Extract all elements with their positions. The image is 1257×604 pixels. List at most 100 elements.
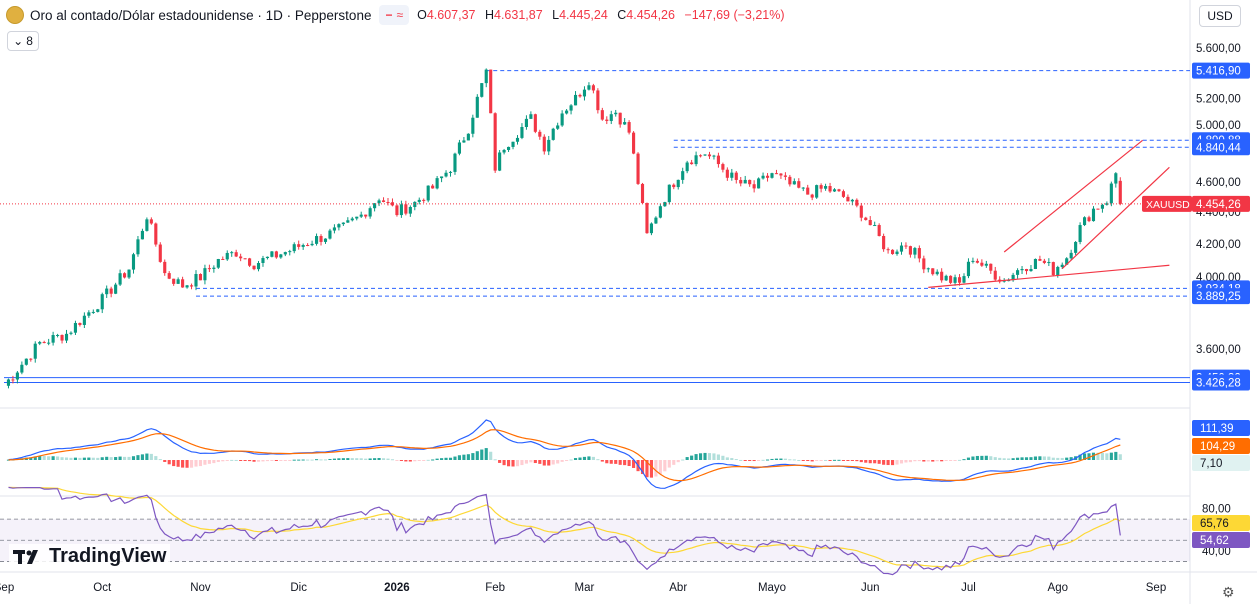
candle-body bbox=[399, 204, 403, 216]
svg-text:65,76: 65,76 bbox=[1200, 518, 1229, 530]
brand-name: TradingView bbox=[49, 545, 167, 567]
macd-hist-bar bbox=[426, 459, 430, 461]
macd-hist-bar bbox=[855, 460, 859, 462]
macd-hist-bar bbox=[261, 460, 265, 462]
macd-hist-bar bbox=[841, 460, 846, 461]
market-status-button[interactable]: − ≈ bbox=[379, 5, 410, 25]
gear-icon[interactable]: ⚙ bbox=[1222, 584, 1235, 600]
macd-hist-bar bbox=[1038, 456, 1042, 460]
macd-hist-bar bbox=[1024, 457, 1029, 460]
price-level-label: 3.426,28 bbox=[1192, 374, 1250, 391]
macd-hist-bar bbox=[980, 455, 984, 460]
macd-hist-bar bbox=[886, 460, 890, 466]
macd-hist-bar bbox=[904, 460, 908, 463]
macd-hist-bar bbox=[239, 460, 243, 461]
candle-body bbox=[993, 270, 997, 280]
candle-body bbox=[172, 278, 176, 284]
candle-body bbox=[1105, 203, 1109, 205]
candle-body bbox=[989, 263, 993, 271]
x-tick-label: 2026 bbox=[384, 582, 410, 594]
candle-body bbox=[216, 258, 220, 268]
macd-hist-bar bbox=[1016, 457, 1020, 460]
macd-line bbox=[8, 419, 1121, 489]
macd-hist-bar bbox=[158, 459, 162, 461]
candle-body bbox=[122, 273, 127, 278]
candle-body bbox=[96, 309, 100, 312]
candle-body bbox=[725, 169, 729, 178]
macd-hist-bar bbox=[712, 453, 716, 460]
macd-hist-bar bbox=[189, 460, 194, 468]
candle-body bbox=[565, 110, 569, 114]
candle-body bbox=[221, 258, 225, 260]
macd-hist-bar bbox=[386, 458, 390, 460]
macd-hist-bar bbox=[471, 453, 475, 460]
macd-hist-bar bbox=[42, 456, 46, 460]
macd-hist-bar bbox=[819, 460, 823, 461]
macd-hist-bar bbox=[779, 458, 783, 460]
candle-body bbox=[511, 141, 515, 147]
candle-body bbox=[328, 230, 332, 239]
candle-body bbox=[828, 186, 832, 192]
candle-body bbox=[381, 200, 386, 202]
candle-body bbox=[591, 85, 595, 91]
svg-text:4.454,26: 4.454,26 bbox=[1196, 199, 1241, 211]
candle-body bbox=[663, 202, 667, 207]
macd-hist-bar bbox=[1051, 457, 1055, 460]
macd-hist-bar bbox=[395, 460, 399, 461]
candle-body bbox=[248, 258, 252, 266]
macd-hist-bar bbox=[801, 460, 805, 461]
price-level-label: 3.889,25 bbox=[1192, 288, 1250, 305]
symbol-header: Oro al contado/Dólar estadounidense · 1D… bbox=[6, 4, 791, 26]
candle-body bbox=[163, 261, 167, 274]
tradingview-logo[interactable]: TradingView bbox=[9, 544, 171, 569]
currency-selector[interactable]: USD bbox=[1199, 5, 1241, 27]
macd-hist-bar bbox=[569, 459, 573, 461]
macd-hist-bar bbox=[649, 460, 654, 478]
macd-hist-bar bbox=[29, 457, 33, 460]
macd-hist-bar bbox=[846, 460, 850, 461]
candle-body bbox=[332, 227, 336, 231]
macd-hist-bar bbox=[328, 458, 332, 460]
macd-hist-bar bbox=[877, 460, 881, 464]
macd-hist-bar bbox=[288, 460, 292, 461]
candle-body bbox=[252, 265, 256, 270]
macd-hist-bar bbox=[373, 458, 377, 460]
macd-hist-bar bbox=[596, 459, 600, 461]
macd-hist-bar bbox=[283, 460, 287, 461]
candle-body bbox=[739, 179, 743, 184]
candle-body bbox=[261, 258, 265, 263]
candle-body bbox=[627, 122, 631, 133]
candle-body bbox=[752, 184, 756, 189]
candle-body bbox=[390, 202, 395, 206]
indicators-collapse-button[interactable]: ⌄ 8 bbox=[7, 31, 39, 51]
candle-body bbox=[748, 179, 752, 185]
macd-hist-bar bbox=[672, 460, 676, 465]
macd-hist-bar bbox=[127, 456, 131, 460]
macd-hist-bar bbox=[377, 457, 381, 460]
candle-body bbox=[368, 208, 372, 217]
candle-body bbox=[105, 288, 109, 295]
macd-hist-bar bbox=[38, 455, 42, 460]
macd-hist-bar bbox=[761, 459, 765, 461]
candle-body bbox=[1118, 180, 1122, 204]
macd-hist-bar bbox=[1100, 452, 1104, 460]
candle-body bbox=[587, 85, 591, 90]
symbol-title[interactable]: Oro al contado/Dólar estadounidense · 1D… bbox=[30, 7, 372, 23]
macd-hist-bar bbox=[248, 460, 252, 462]
macd-hist-bar bbox=[149, 453, 153, 460]
candle-body bbox=[64, 333, 69, 341]
macd-hist-bar bbox=[466, 454, 470, 460]
y-tick-label: 5.200,00 bbox=[1196, 93, 1241, 105]
candle-body bbox=[33, 343, 37, 359]
macd-hist-bar bbox=[949, 460, 953, 461]
candle-body bbox=[658, 206, 662, 218]
macd-hist-bar bbox=[573, 458, 578, 460]
macd-hist-bar bbox=[663, 460, 667, 472]
candle-body bbox=[1082, 217, 1087, 226]
candle-body bbox=[319, 236, 323, 242]
svg-text:4.840,44: 4.840,44 bbox=[1196, 142, 1241, 154]
macd-hist-bar bbox=[538, 460, 542, 464]
candle-body bbox=[131, 254, 136, 270]
macd-hist-bar bbox=[609, 460, 613, 464]
